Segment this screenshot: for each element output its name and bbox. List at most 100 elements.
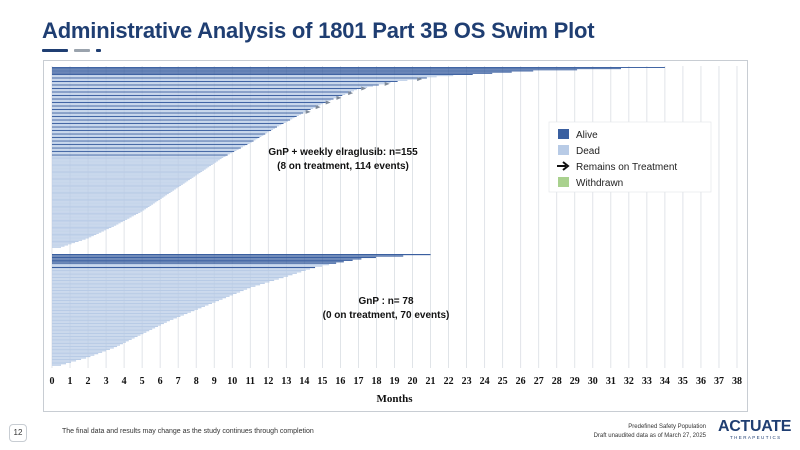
swim-bar [52,177,192,179]
swim-bar [52,240,79,242]
swim-bar [52,226,112,228]
swim-bar [52,139,256,141]
swim-bar [52,84,379,86]
x-tick-label: 36 [696,376,706,387]
swim-bar [52,355,91,358]
swim-bar [52,224,117,226]
swim-bar [52,190,173,192]
x-tick-label: 28 [552,376,562,387]
swim-bar [52,344,121,346]
swim-bar [52,118,293,120]
title-underline [42,49,122,53]
swim-bar [52,197,162,199]
swim-bar [52,294,234,296]
group-sublabel-1: (8 on treatment, 114 events) [277,161,409,172]
swim-bar [52,98,334,100]
swim-bar [52,353,99,355]
swim-bar [52,229,107,231]
swim-bar [52,246,62,248]
swim-bar [52,180,189,182]
x-tick-label: 19 [390,376,400,387]
group-sublabel-2: (0 on treatment, 70 events) [323,310,450,321]
data-date-note: Draft unaudited data as of March 27, 202… [593,433,706,439]
swim-bar [52,96,340,98]
swim-bar [52,154,228,156]
swim-bar [52,261,344,263]
swim-bar [52,151,235,153]
x-tick-label: 10 [227,376,237,387]
swim-bar [52,254,431,256]
swim-bar [52,68,621,70]
swim-bar [52,189,175,191]
swim-bar [52,198,161,200]
swim-bar [52,291,241,293]
swim-bar [52,284,261,286]
x-tick-label: 22 [444,376,454,387]
x-tick-label: 6 [158,376,163,387]
swim-bar [52,212,139,214]
swim-bar [52,232,99,234]
swim-bar [52,76,437,78]
swim-bar [52,360,77,362]
swim-bar [52,295,230,297]
swim-bar [52,142,250,144]
swim-bar [52,221,123,223]
x-tick-label: 1 [68,376,73,387]
chart-frame [43,60,748,412]
footnote: The final data and results may change as… [62,428,314,435]
swim-bar [52,330,150,332]
x-tick-label: 31 [606,376,616,387]
swim-bar [52,211,141,213]
swim-bar [52,334,141,336]
swim-bar [52,121,286,123]
swim-bar [52,354,95,356]
x-tick-label: 16 [335,376,345,387]
swim-bar [52,271,302,273]
swim-bar [52,183,183,185]
swim-bar [52,179,190,181]
swim-bar [52,341,126,343]
logo-subtext: THERAPEUTICS [730,435,782,440]
swim-bar [52,99,331,101]
swim-bar [52,259,353,261]
swim-bar [52,311,191,313]
swim-bar [52,170,203,172]
swim-bar [52,112,304,114]
swim-bar [52,324,161,326]
swim-bar [52,288,248,290]
swim-bar [52,71,512,73]
swim-bar [52,117,295,119]
swim-bar [52,91,352,93]
swim-bar [52,215,134,217]
x-tick-label: 23 [462,376,472,387]
swim-bar [52,255,404,257]
swim-bar [52,314,184,316]
swim-bar [52,162,215,164]
swim-bar [52,106,316,108]
swim-bar [52,207,148,209]
x-tick-label: 33 [642,376,652,387]
swim-bar [52,138,258,140]
on-treatment-arrow [348,91,354,96]
swim-bar [52,86,368,88]
swim-bar [52,124,282,126]
x-tick-label: 35 [678,376,688,387]
group-label-1: GnP + weekly elraglusib: n=155 [268,147,418,158]
swim-bar [52,130,272,132]
swim-bar [52,264,330,266]
swim-bar [52,105,319,107]
swim-bar [52,225,114,227]
swim-bar [52,194,168,196]
x-tick-label: 12 [263,376,273,387]
swim-bar [52,69,578,71]
swim-bar [52,269,306,271]
legend-swatch-alive [558,129,569,139]
swim-bar [52,152,233,154]
x-tick-label: 15 [317,376,327,387]
swim-bar [52,204,152,206]
swim-bar [52,83,385,85]
swim-bar [52,214,136,216]
swim-bar [52,231,102,233]
swim-bar [52,172,201,174]
swim-bar [52,149,237,151]
